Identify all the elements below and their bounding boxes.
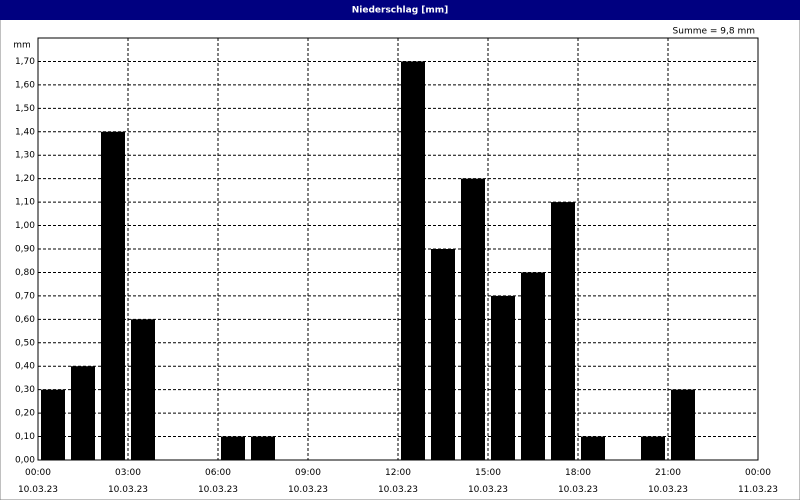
y-tick-label: 0,10 <box>15 432 35 442</box>
annotation: Summe = 9,8 mm <box>673 27 755 37</box>
x-tick-label: 15:00 10.03.23 <box>467 468 509 495</box>
bar <box>461 178 485 460</box>
bar <box>101 131 125 460</box>
bar <box>521 272 545 460</box>
x-tick-label: 00:00 10.03.23 <box>17 468 59 495</box>
y-tick-label: 0,20 <box>15 409 35 419</box>
y-tick-label: 0,30 <box>15 385 35 395</box>
bar <box>401 61 425 460</box>
y-tick-label: 0,60 <box>15 315 35 325</box>
y-tick-label: 1,50 <box>15 104 35 114</box>
bar <box>431 249 455 460</box>
y-tick-label: 1,00 <box>15 221 35 231</box>
chart-title: Niederschlag [mm] <box>352 6 449 16</box>
bar <box>551 202 575 460</box>
bar <box>41 389 65 460</box>
x-tick-label: 06:00 10.03.23 <box>197 468 239 495</box>
y-tick-label: 0,70 <box>15 291 35 301</box>
y-tick-label: 1,20 <box>15 174 35 184</box>
x-tick-label: 03:00 10.03.23 <box>107 468 149 495</box>
y-tick-label: 1,40 <box>15 127 35 137</box>
x-tick-label: 21:00 10.03.23 <box>647 468 689 495</box>
y-tick-label: 0,90 <box>15 245 35 255</box>
x-tick-label: 18:00 10.03.23 <box>557 468 599 495</box>
bar <box>491 295 515 460</box>
bar <box>641 436 665 460</box>
bar <box>671 389 695 460</box>
y-tick-label: 0,00 <box>15 456 35 466</box>
bar <box>71 366 95 460</box>
y-tick-label: 0,80 <box>15 268 35 278</box>
x-tick-label: 00:00 11.03.23 <box>737 468 779 495</box>
x-tick-label: 12:00 10.03.23 <box>377 468 419 495</box>
y-tick-label: 1,60 <box>15 80 35 90</box>
y-tick-label: 0,50 <box>15 338 35 348</box>
bar <box>221 436 245 460</box>
bar <box>251 436 275 460</box>
y-tick-label: 1,10 <box>15 198 35 208</box>
plot-frame <box>37 37 759 461</box>
title-bar <box>0 0 800 20</box>
y-tick-label: 1,70 <box>15 57 35 67</box>
bar <box>581 436 605 460</box>
x-tick-label: 09:00 10.03.23 <box>287 468 329 495</box>
y-axis-label: mm <box>13 41 31 51</box>
bar <box>131 319 155 460</box>
y-tick-label: 0,40 <box>15 362 35 372</box>
y-tick-label: 1,30 <box>15 151 35 161</box>
